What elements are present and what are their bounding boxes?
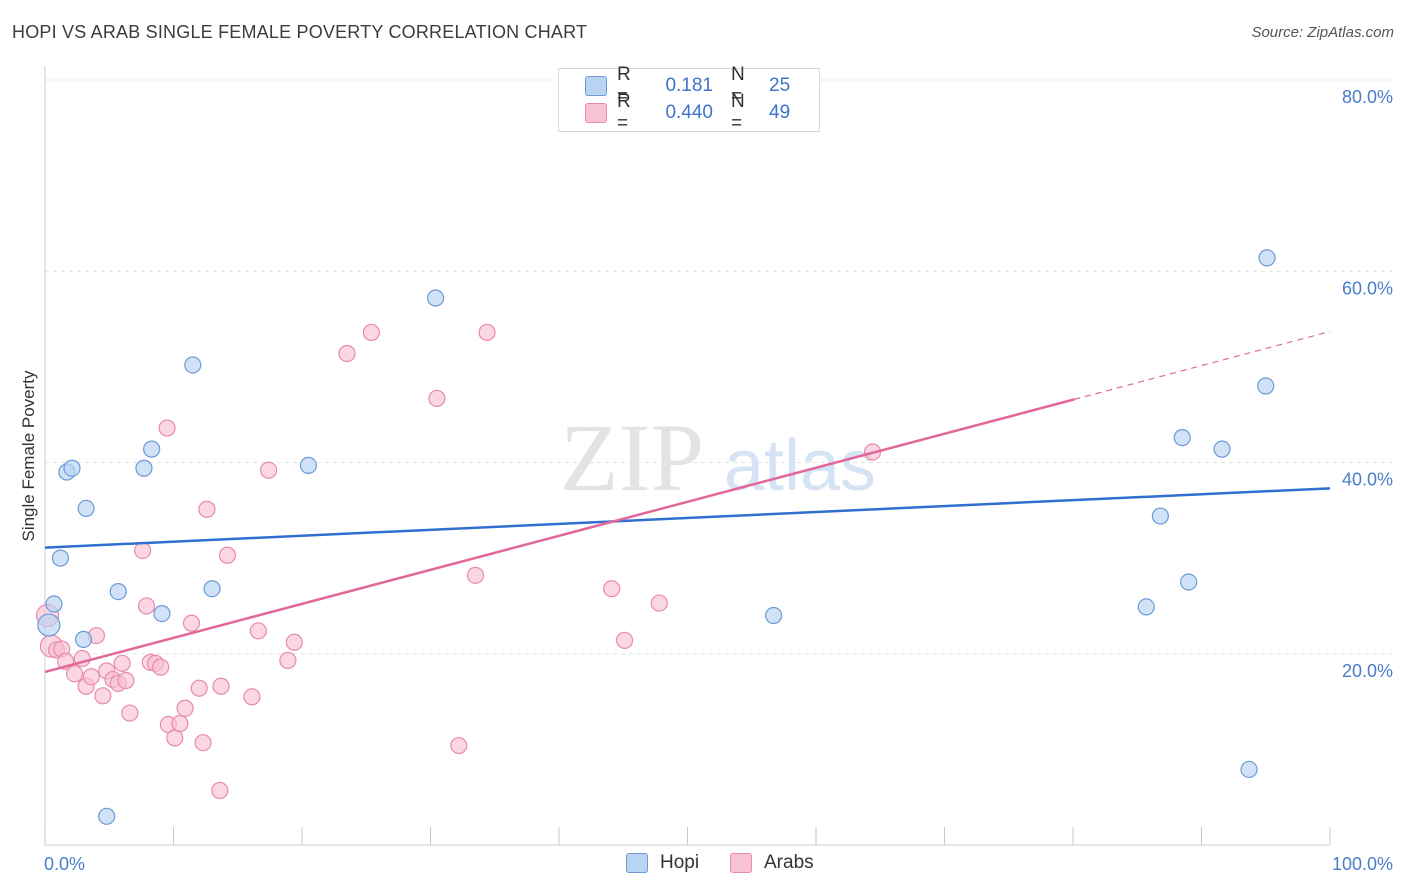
- gridlines: [45, 79, 1392, 655]
- arab-point: [190, 679, 208, 697]
- hopi-point: [299, 456, 318, 474]
- legend-n-value: 49: [769, 102, 791, 123]
- hopi-point: [98, 807, 116, 825]
- arab-point: [182, 614, 201, 632]
- watermark-zip: ZIP: [560, 404, 704, 511]
- hopi-point: [143, 440, 161, 458]
- arab-point: [466, 566, 485, 584]
- hopi-point: [77, 499, 95, 517]
- legend-swatch-arabs: [585, 103, 607, 123]
- zipatlas-watermark: ZIP atlas: [560, 404, 876, 511]
- arab-trend-line: [44, 398, 1075, 674]
- series-legend: Hopi Arabs: [0, 852, 1406, 878]
- y-tick-label: 20.0%: [1342, 661, 1393, 681]
- arab-trend-extension: [1074, 330, 1331, 400]
- legend-swatch-arabs: [730, 853, 752, 873]
- y-tick-label: 80.0%: [1342, 87, 1393, 107]
- arab-point: [198, 500, 216, 518]
- arab-point: [249, 622, 267, 640]
- tick-labels: 20.0% 40.0% 60.0% 80.0% 0.0% 100.0%: [44, 87, 1393, 874]
- y-tick-label: 60.0%: [1342, 278, 1393, 298]
- x-tick-label: 0.0%: [44, 854, 85, 874]
- arab-point: [158, 419, 176, 437]
- legend-item-arabs[interactable]: Arabs: [730, 852, 814, 874]
- watermark-atlas: atlas: [724, 426, 876, 506]
- hopi-point: [153, 604, 171, 623]
- hopi-point: [1240, 760, 1258, 779]
- hopi-point: [1151, 507, 1169, 525]
- hopi-point: [1180, 573, 1198, 591]
- hopi-point: [1213, 440, 1231, 458]
- arab-point: [279, 651, 297, 670]
- legend-label-hopi: Hopi: [660, 852, 700, 873]
- arab-point: [362, 323, 380, 342]
- hopi-point: [184, 356, 202, 374]
- source-credit: Source: ZipAtlas.com: [1251, 24, 1394, 41]
- arab-point: [285, 633, 303, 651]
- arab-point: [152, 658, 170, 676]
- arab-point: [259, 461, 278, 479]
- arab-point: [94, 687, 112, 705]
- arab-point: [338, 344, 356, 363]
- arab-point: [171, 714, 189, 733]
- data-points: [35, 249, 1276, 825]
- arab-point: [134, 541, 152, 560]
- hopi-point: [764, 606, 783, 625]
- arab-point: [243, 688, 261, 706]
- hopi-point: [1173, 429, 1191, 447]
- legend-r-label: R =: [617, 91, 631, 134]
- hopi-point: [51, 549, 70, 567]
- hopi-point: [63, 459, 81, 477]
- legend-r-value: 0.440: [665, 102, 713, 123]
- legend-n-label: N =: [731, 91, 745, 134]
- arab-point: [113, 654, 131, 672]
- legend-n-label: N =: [731, 64, 745, 107]
- arab-point: [211, 781, 229, 800]
- hopi-point: [37, 613, 61, 637]
- arab-point: [194, 734, 212, 752]
- legend-swatch-hopi: [585, 76, 607, 96]
- hopi-point: [45, 595, 63, 613]
- hopi-point: [427, 289, 445, 307]
- trend-lines: [44, 330, 1331, 674]
- hopi-point: [203, 580, 221, 598]
- arab-point: [137, 597, 156, 615]
- hopi-point: [109, 582, 127, 601]
- legend-r-value: 0.181: [665, 75, 713, 96]
- hopi-point: [135, 459, 153, 477]
- arab-point: [450, 736, 468, 755]
- hopi-point: [1258, 249, 1276, 267]
- arab-point: [82, 668, 100, 686]
- axes: [44, 66, 1331, 846]
- arab-point: [428, 389, 446, 408]
- arab-point: [117, 671, 135, 690]
- arab-point: [615, 631, 634, 649]
- arab-point: [121, 704, 139, 722]
- legend-swatch-hopi: [626, 853, 648, 873]
- hopi-trend-line: [44, 487, 1331, 549]
- arab-point: [218, 546, 237, 564]
- legend-item-hopi[interactable]: Hopi: [626, 852, 699, 874]
- correlation-legend: R = 0.181 N = 25 R = 0.440 N = 49: [558, 64, 820, 134]
- hopi-point: [1257, 377, 1275, 395]
- legend-n-value: 25: [769, 75, 791, 96]
- hopi-point: [74, 630, 93, 649]
- arab-point: [166, 729, 184, 747]
- legend-r-label: R =: [617, 64, 631, 107]
- arab-point: [650, 594, 668, 612]
- arab-point: [603, 580, 621, 598]
- arab-point: [212, 677, 230, 695]
- chart-title: HOPI VS ARAB SINGLE FEMALE POVERTY CORRE…: [12, 22, 588, 42]
- arab-point: [478, 323, 496, 342]
- legend-label-arabs: Arabs: [764, 852, 814, 873]
- x-tick-label: 100.0%: [1332, 854, 1393, 874]
- arab-point: [176, 699, 194, 717]
- hopi-point: [1137, 598, 1155, 616]
- y-tick-label: 40.0%: [1342, 470, 1393, 490]
- arab-point: [65, 665, 84, 683]
